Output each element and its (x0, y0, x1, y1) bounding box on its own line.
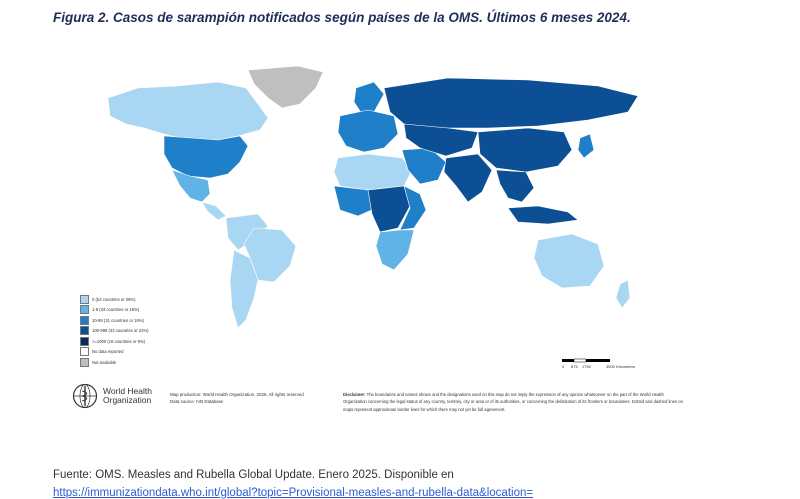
figure-title: Figura 2. Casos de sarampión notificados… (53, 10, 631, 25)
legend-label: No data reported (92, 349, 124, 355)
map-region-indonesia (507, 205, 579, 225)
map-region-canada (107, 81, 269, 141)
legend-label: 0 (53 countries or 28%) (92, 296, 136, 302)
map-region-west-africa (333, 185, 377, 217)
map-production-credits: Map production: World Health Organizatio… (170, 391, 304, 405)
legend-item: 0 (53 countries or 28%) (80, 294, 149, 305)
source-link[interactable]: https://immunizationdata.who.int/global?… (53, 487, 534, 499)
scale-segment (573, 358, 587, 363)
map-region-central-asia (403, 123, 479, 157)
legend-item: 1-9 (34 countries or 18%) (80, 305, 149, 316)
world-map (68, 58, 668, 358)
source-text: Fuente: OMS. Measles and Rubella Global … (53, 469, 454, 481)
legend-swatch (80, 305, 89, 315)
map-region-south-asia (443, 153, 493, 203)
legend-swatch (80, 326, 89, 336)
map-disclaimer: Disclaimer: The boundaries and names sho… (343, 391, 683, 413)
legend-item: Not available (80, 357, 149, 368)
map-region-mexico (171, 169, 211, 203)
map-region-brazil (243, 227, 297, 283)
legend-label: 1-9 (34 countries or 18%) (92, 307, 140, 313)
map-region-south-america-south (229, 249, 259, 329)
scale-segment (586, 359, 610, 362)
legend-swatch (80, 336, 89, 346)
map-region-china (477, 127, 573, 173)
legend-label: Not available (92, 359, 117, 365)
legend-swatch (80, 357, 89, 367)
map-region-usa (163, 135, 249, 179)
scale-tick: 0 (562, 364, 565, 369)
map-region-east-africa (399, 185, 427, 231)
production-line: Map production: World Health Organizatio… (170, 392, 304, 397)
map-legend: 0 (53 countries or 28%) 1-9 (34 countrie… (80, 294, 149, 368)
legend-swatch (80, 347, 89, 357)
data-source-line: Data source: IVB Database (170, 399, 224, 404)
legend-item: 100-999 (43 countries or 22%) (80, 326, 149, 337)
who-name-line: World Health (103, 386, 152, 396)
map-region-europe (337, 109, 399, 153)
map-region-north-africa (333, 153, 413, 191)
map-region-australia (533, 233, 605, 289)
legend-label: >=1000 (18 countries or 9%) (92, 338, 146, 344)
scale-bar: 0 875 1750 3500 Kilometers (560, 357, 640, 371)
scale-tick: 875 (571, 364, 578, 369)
legend-label: 10-99 (31 countries or 16%) (92, 317, 144, 323)
map-region-greenland (247, 65, 324, 109)
map-region-japan (577, 133, 595, 159)
scale-tick: 1750 (582, 364, 592, 369)
disclaimer-text: The boundaries and names shown and the d… (343, 392, 683, 412)
legend-swatch (80, 315, 89, 325)
scale-segment (562, 359, 574, 362)
legend-item: >=1000 (18 countries or 9%) (80, 336, 149, 347)
map-region-new-zealand (615, 279, 631, 309)
legend-label: 100-999 (43 countries or 22%) (92, 328, 149, 334)
map-region-central-america (201, 201, 227, 221)
who-logo: World Health Organization (72, 383, 152, 409)
who-name-line: Organization (103, 395, 152, 405)
legend-swatch (80, 294, 89, 304)
map-region-russia (383, 77, 639, 129)
map-region-scandinavia (353, 81, 385, 115)
who-name: World Health Organization (103, 387, 152, 405)
legend-item: No data reported (80, 347, 149, 358)
disclaimer-label: Disclaimer: (343, 392, 366, 397)
who-emblem-icon (72, 383, 98, 409)
scale-tick: 3500 Kilometers (606, 364, 635, 369)
map-region-southern-africa (375, 229, 415, 271)
map-region-southeast-asia (495, 169, 535, 203)
legend-item: 10-99 (31 countries or 16%) (80, 315, 149, 326)
